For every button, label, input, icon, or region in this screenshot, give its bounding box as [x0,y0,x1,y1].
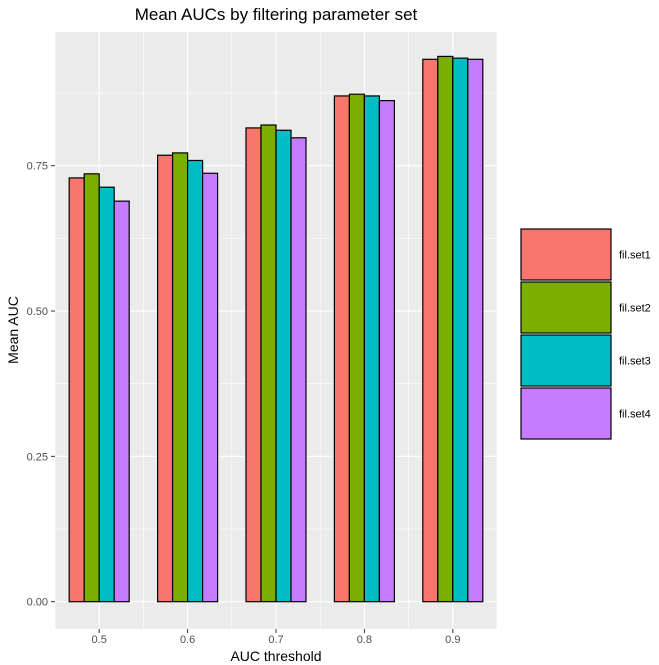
x-tick-label: 0.7 [268,634,283,646]
y-tick-label: 0.25 [27,451,48,463]
bar-fil-set4-0-6 [202,172,219,603]
y-tick-label: 0.00 [27,597,48,609]
chart-title: Mean AUCs by filtering parameter set [135,5,418,24]
x-tick-label: 0.8 [357,634,372,646]
bar-fil-set3-0-7 [275,129,292,603]
x-axis: 0.5 0.6 0.7 0.8 0.9 [92,629,460,646]
x-axis-title: AUC threshold [230,648,321,664]
legend-key-fil-set4 [520,387,612,440]
bars [68,55,484,603]
x-tick-label: 0.5 [92,634,107,646]
bar-fil-set2-0-8 [348,93,365,603]
legend-label: fil.set2 [619,303,651,315]
legend-label: fil.set3 [619,356,651,368]
legend-key-fil-set2 [520,281,612,334]
legend-key-fil-set3 [520,334,612,387]
bar-fil-set2-0-9 [437,55,454,603]
bar-fil-set4-0-9 [467,58,484,603]
bar-fil-set4-0-7 [290,137,307,603]
bar-fil-set3-0-5 [98,186,115,603]
legend-key-fil-set1 [520,228,612,281]
bar-fil-set1-0-7 [245,127,262,603]
bar-fil-set1-0-6 [157,154,174,603]
bar-fil-set3-0-8 [363,95,380,603]
bar-fil-set4-0-8 [378,99,395,603]
y-tick-label: 0.50 [27,306,48,318]
y-axis: 0.00 0.25 0.50 0.75 [27,161,55,609]
bar-fil-set2-0-6 [172,152,189,603]
bar-fil-set4-0-5 [113,200,130,603]
legend-label: fil.set4 [619,409,651,421]
x-tick-label: 0.6 [180,634,195,646]
bar-fil-set1-0-9 [422,58,439,603]
legend: fil.set1 fil.set2 fil.set3 fil.set4 [520,228,651,440]
bar-fil-set3-0-9 [452,57,469,603]
bar-fil-set3-0-6 [187,159,204,603]
x-tick-label: 0.9 [445,634,460,646]
legend-label: fil.set1 [619,250,651,262]
bar-fil-set2-0-7 [260,124,277,603]
bar-fil-set2-0-5 [83,173,100,603]
bar-fil-set1-0-8 [333,95,350,603]
y-tick-label: 0.75 [27,161,48,173]
y-axis-title: Mean AUC [5,296,21,364]
bar-fil-set1-0-5 [68,177,85,603]
